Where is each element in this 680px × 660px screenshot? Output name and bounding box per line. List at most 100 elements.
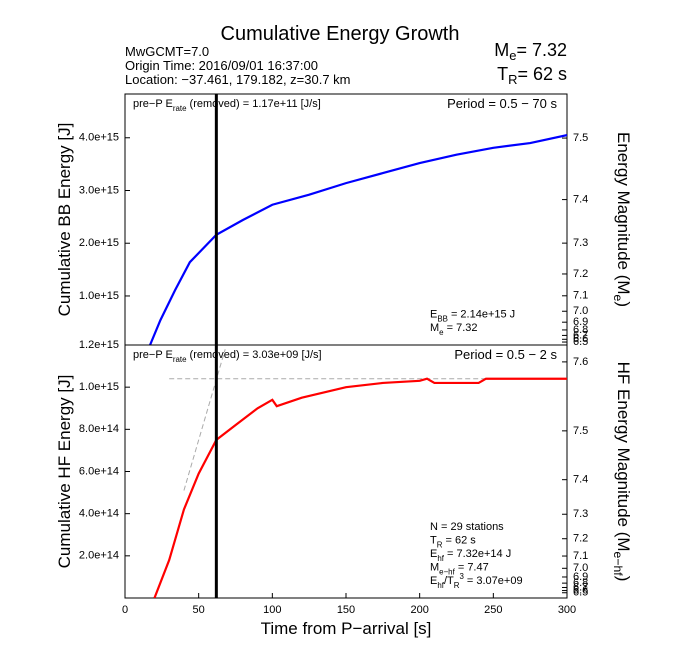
plot-area <box>149 134 567 345</box>
text-part: = 3.07e+09 <box>464 575 523 587</box>
text-part: R <box>508 72 517 87</box>
text-part: e <box>509 48 516 63</box>
y2-tick-label: 6.6 <box>573 333 588 345</box>
text-part: R <box>437 541 443 550</box>
info-line: Origin Time: 2016/09/01 16:37:00 <box>125 58 318 73</box>
x-axis-label: Time from P−arrival [s] <box>261 619 432 638</box>
period-label: Period = 0.5 − 70 s <box>447 96 557 111</box>
text-part: N = 29 stations <box>430 521 504 533</box>
y2-tick-label: 7.5 <box>573 425 588 437</box>
text-part: hf <box>437 554 444 563</box>
text-part: = 2.14e+15 J <box>448 309 515 321</box>
x-tick-label: 300 <box>558 604 576 616</box>
text-part: E <box>430 548 437 560</box>
text-part: hf <box>437 581 444 590</box>
y2-tick-label: 6.7 <box>573 329 588 341</box>
y2-tick-label: 7.0 <box>573 305 588 317</box>
x-tick-label: 200 <box>410 604 428 616</box>
text-part: e <box>611 295 625 302</box>
text-part: pre−P E <box>133 349 173 361</box>
y-tick-label: 6.0e+14 <box>79 465 119 477</box>
y2-tick-label: 7.5 <box>573 132 588 144</box>
y2-tick-label: 7.4 <box>573 193 588 205</box>
y2-tick-label: 7.3 <box>573 508 588 520</box>
stats-line: Me = 7.32 <box>430 322 478 337</box>
text-part: = 62 s <box>517 64 567 84</box>
y2-tick-label: 7.0 <box>573 562 588 574</box>
text-part: = 7.32 <box>444 322 478 334</box>
text-part: R <box>454 581 460 590</box>
x-tick-label: 150 <box>337 604 355 616</box>
y2-tick-label: 7.3 <box>573 237 588 249</box>
text-part: e−hf <box>611 552 625 577</box>
plot-frame <box>124 344 568 599</box>
data-line <box>149 134 567 345</box>
rupture-time-label: TR= 62 s <box>497 64 567 87</box>
y2-tick-label: 6.9 <box>573 316 588 328</box>
text-part: rate <box>173 355 187 364</box>
text-part: Energy Magnitude (M <box>614 132 633 295</box>
text-part: = 62 s <box>442 535 476 547</box>
y2-tick-label: 7.2 <box>573 268 588 280</box>
rate-note: pre−P Erate (removed) = 1.17e+11 [J/s] <box>133 98 321 113</box>
plot-area <box>153 349 567 598</box>
text-part: = 7.47 <box>455 562 489 574</box>
stats-line: Ehf/TR3 = 3.07e+09 <box>430 572 523 590</box>
y2-tick-label: 6.6 <box>573 584 588 596</box>
text-part: e−hf <box>439 568 455 577</box>
y-axis-label: Cumulative BB Energy [J] <box>55 123 74 317</box>
y-axis-label: Cumulative HF Energy [J] <box>55 375 74 569</box>
period-label: Period = 0.5 − 2 s <box>454 347 557 362</box>
rate-note: pre−P Erate (removed) = 3.03e+09 [J/s] <box>133 349 322 364</box>
text-part: ) <box>614 576 633 582</box>
stats-line: EBB = 2.14e+15 J <box>430 309 515 324</box>
y-tick-label: 4.0e+15 <box>79 132 119 144</box>
text-part: pre−P E <box>133 98 173 110</box>
text-part: /T <box>444 575 454 587</box>
text-part: T <box>497 64 508 84</box>
y-tick-label: 4.0e+14 <box>79 508 119 520</box>
info-line: MwGCMT=7.0 <box>125 44 209 59</box>
text-part: E <box>430 575 437 587</box>
y2-tick-label: 6.5 <box>573 587 588 599</box>
text-part: (removed) = 3.03e+09 [J/s] <box>186 349 321 361</box>
y-tick-label: 1.0e+15 <box>79 290 119 302</box>
text-part: M <box>494 40 509 60</box>
y-tick-label: 1.2e+15 <box>79 339 119 351</box>
y-tick-label: 8.0e+14 <box>79 423 119 435</box>
y2-tick-label: 6.8 <box>573 577 588 589</box>
y2-tick-label: 6.5 <box>573 336 588 348</box>
info-line: Location: −37.461, 179.182, z=30.7 km <box>125 72 351 87</box>
text-part: = 7.32e+14 J <box>444 548 511 560</box>
y2-tick-label: 6.8 <box>573 324 588 336</box>
text-part: M <box>430 322 439 334</box>
y-tick-label: 1.0e+15 <box>79 381 119 393</box>
stats-line: N = 29 stations <box>430 521 504 533</box>
stats-line: Ehf = 7.32e+14 J <box>430 548 511 563</box>
x-tick-label: 100 <box>263 604 281 616</box>
y2-axis-label: Energy Magnitude (Me) <box>611 132 633 307</box>
text-part: T <box>430 535 437 547</box>
y2-tick-label: 7.1 <box>573 550 588 562</box>
text-part: = 7.32 <box>516 40 567 60</box>
x-tick-label: 0 <box>122 604 128 616</box>
text-part: E <box>430 309 437 321</box>
x-tick-label: 250 <box>484 604 502 616</box>
text-part: 3 <box>459 572 464 581</box>
y2-tick-label: 7.1 <box>573 290 588 302</box>
y-tick-label: 2.0e+15 <box>79 237 119 249</box>
y2-tick-label: 7.6 <box>573 356 588 368</box>
text-part: HF Energy Magnitude (M <box>614 362 633 552</box>
stats-line: TR = 62 s <box>430 535 476 550</box>
y2-tick-label: 6.9 <box>573 571 588 583</box>
text-part: (removed) = 1.17e+11 [J/s] <box>186 98 320 110</box>
y2-axis-label: HF Energy Magnitude (Me−hf) <box>611 362 633 582</box>
reference-line <box>183 349 226 491</box>
plot-frame <box>124 93 568 346</box>
y-tick-label: 3.0e+15 <box>79 184 119 196</box>
y-tick-label: 2.0e+14 <box>79 550 119 562</box>
chart-title: Cumulative Energy Growth <box>221 23 460 45</box>
text-part: e <box>439 328 444 337</box>
